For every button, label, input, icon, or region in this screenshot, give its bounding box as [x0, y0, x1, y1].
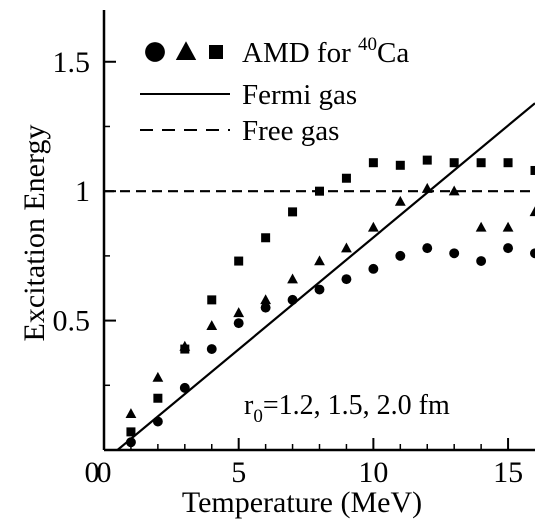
triangle-point — [367, 221, 379, 232]
square-point — [422, 155, 432, 165]
triangle-point — [260, 294, 272, 305]
circle-point — [260, 302, 271, 313]
circle-point — [449, 248, 460, 259]
origin-tick-label: 0 — [85, 456, 100, 489]
x-tick-label: 5 — [231, 456, 246, 489]
triangle-point — [502, 221, 514, 232]
square-point — [180, 344, 190, 354]
square-point — [261, 233, 271, 243]
square-point — [207, 295, 217, 305]
x-axis-label: Temperature (MeV) — [182, 486, 422, 519]
legend-square-marker — [209, 45, 223, 59]
circle-point — [152, 416, 163, 427]
square-point — [153, 393, 163, 403]
legend-amd-markers — [145, 41, 223, 62]
triangle-point — [394, 195, 406, 206]
square-point — [315, 186, 324, 196]
circle-point — [206, 344, 217, 355]
circle-point — [287, 294, 298, 305]
x-tick-label: 0 — [97, 456, 112, 489]
legend-triangle-marker — [175, 41, 197, 61]
triangle-point — [341, 242, 352, 253]
square-point — [341, 173, 351, 183]
circle-point — [125, 437, 136, 448]
triangle-point — [529, 206, 535, 217]
y-tick-label: 0.5 — [53, 305, 91, 338]
square-point — [368, 158, 378, 168]
circle-point — [395, 250, 406, 261]
circle-point — [368, 263, 379, 274]
x-tick-label: 15 — [493, 456, 523, 489]
axis-ticks — [103, 60, 510, 450]
triangle-point — [475, 221, 487, 232]
circle-point — [503, 243, 514, 254]
circle-point — [422, 243, 433, 254]
square-point — [503, 158, 513, 168]
circle-point — [341, 274, 352, 285]
x-tick-label: 10 — [358, 456, 388, 489]
circle-point — [314, 284, 325, 295]
y-axis-label: Excitation Energy — [18, 125, 51, 342]
tick-labels: 0 5 10 15 0.5 1 1.5 0 — [53, 46, 524, 489]
plot-frame — [102, 10, 535, 452]
square-point — [288, 207, 298, 217]
circle-point — [476, 256, 487, 267]
triangle-point — [448, 185, 460, 196]
legend: AMD for 40Ca Fermi gas Free gas — [140, 34, 409, 147]
triangle-point — [233, 307, 245, 318]
legend-amd-label: AMD for 40Ca — [242, 34, 409, 69]
square-point — [234, 256, 244, 266]
y-tick-label: 1.5 — [53, 46, 91, 79]
triangle-point — [206, 320, 218, 331]
square-point — [530, 165, 535, 175]
circle-point — [179, 382, 190, 393]
data-markers — [125, 155, 535, 448]
circle-point — [530, 248, 535, 259]
triangle-point — [152, 371, 164, 382]
legend-fermi-label: Fermi gas — [242, 79, 357, 111]
legend-circle-marker — [145, 42, 165, 62]
triangle-point — [314, 255, 325, 266]
circle-point — [233, 318, 244, 329]
radius-annotation: r0=1.2, 1.5, 2.0 fm — [244, 390, 450, 427]
square-point — [476, 158, 486, 168]
triangle-point — [125, 408, 137, 419]
square-point — [126, 427, 136, 437]
square-point — [395, 160, 405, 170]
triangle-point — [287, 273, 298, 284]
triangle-point — [421, 182, 433, 193]
legend-free-label: Free gas — [242, 115, 339, 147]
square-point — [449, 158, 459, 168]
y-tick-label: 1 — [75, 175, 90, 208]
